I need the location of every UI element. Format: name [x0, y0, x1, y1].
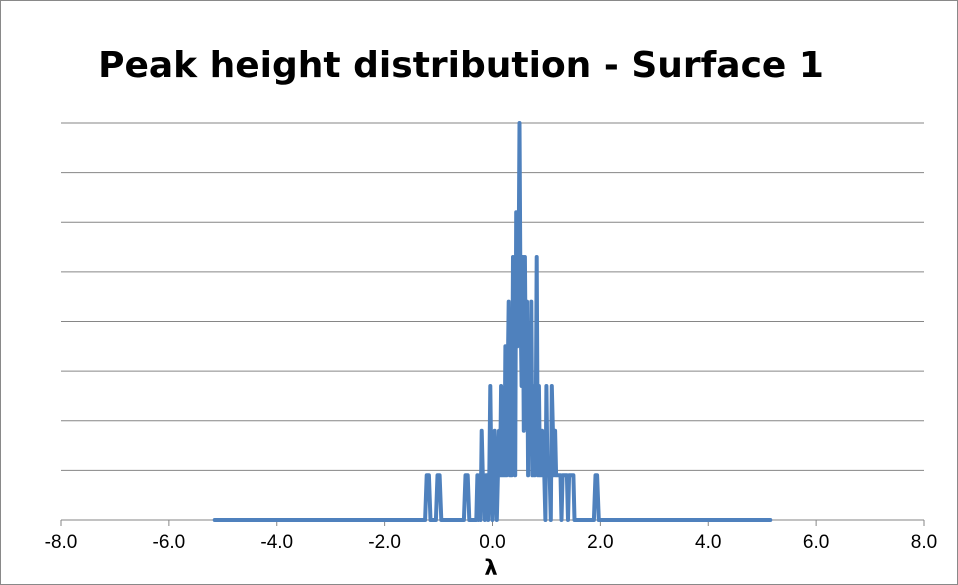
series-line-0 [212, 121, 773, 522]
x-tick-label: 0.0 [479, 532, 505, 553]
x-tick-label: 4.0 [695, 532, 721, 553]
x-axis-title: λ [484, 556, 497, 580]
x-tick-label: -2.0 [368, 532, 401, 553]
chart-title: Peak height distribution - Surface 1 [98, 45, 824, 86]
series-layer [212, 121, 773, 522]
x-tick-label: -6.0 [153, 532, 186, 553]
x-tick-label: 6.0 [803, 532, 829, 553]
x-tick-label: -8.0 [45, 532, 78, 553]
grid-lines [61, 122, 924, 471]
x-tick-label: 2.0 [587, 532, 613, 553]
x-tick-labels: -8.0 -6.0 -4.0 -2.0 0.0 2.0 4.0 6.0 8.0 [45, 532, 938, 553]
x-tick-label: 8.0 [911, 532, 937, 553]
x-tick-label: -4.0 [260, 532, 293, 553]
